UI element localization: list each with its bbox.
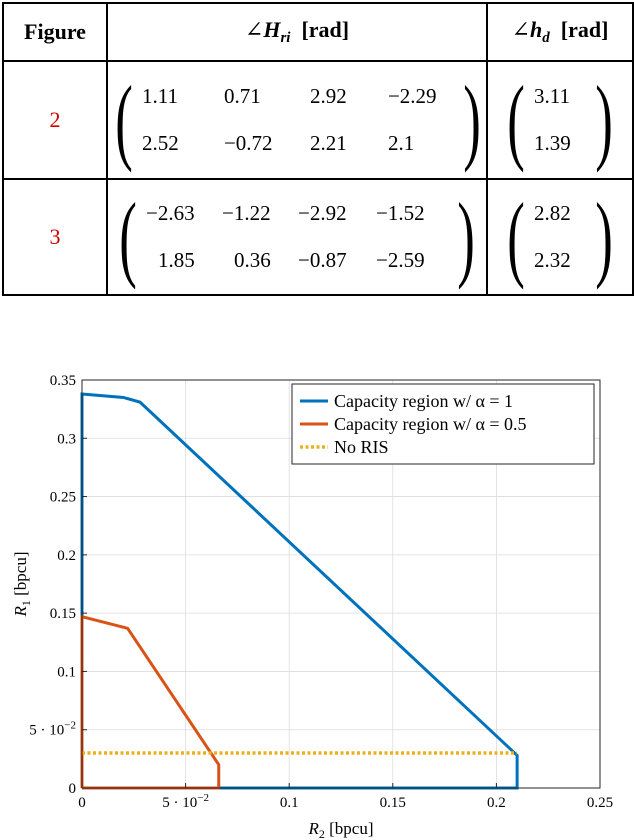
matrix-entry: 2.92 xyxy=(309,84,347,108)
y-tick-label: 0.25 xyxy=(50,490,76,506)
y-tick-label: 5 · 10−2 xyxy=(29,720,76,739)
x-tick-label: 0.25 xyxy=(587,795,613,811)
matrix-entry: 2.21 xyxy=(309,131,347,155)
vector-entry: 1.39 xyxy=(534,131,571,155)
vector-entry: 2.82 xyxy=(534,201,571,225)
h-d-vector-cell: ( 2.82 2.32 ) xyxy=(486,178,634,296)
matrix: ( −2.63 −1.22 −2.92 −1.52 1.85 0.36 −0.8… xyxy=(119,183,475,290)
header-figure: Figure xyxy=(2,2,108,62)
legend: Capacity region w/ α = 1 Capacity region … xyxy=(291,383,595,465)
matrix-entry: −2.92 xyxy=(298,201,347,225)
x-tick-label: 0.15 xyxy=(380,795,406,811)
y-tick-label: 0.3 xyxy=(57,431,76,447)
tick-labels: 0 5 · 10−2 0.1 0.15 0.2 0.25 0 5 · 10−2 0.1 0.15 0… xyxy=(29,373,613,811)
matrix-entry: −2.63 xyxy=(146,201,195,225)
h-d-unit: [rad] xyxy=(560,17,609,42)
vector-entry: 3.11 xyxy=(534,84,570,108)
y-tick-label: 0.35 xyxy=(50,373,76,389)
legend-entry: Capacity region w/ α = 0.5 xyxy=(334,414,527,434)
y-tick-label: 0 xyxy=(69,781,77,797)
h-ri-subscript: ri xyxy=(280,30,291,46)
x-tick-label: 0.2 xyxy=(487,795,506,811)
angle-symbol: ∠ xyxy=(511,17,531,42)
matrix-entry: 0.36 xyxy=(234,248,271,272)
h-ri-matrix-cell: ( −2.63 −1.22 −2.92 −1.52 1.85 0.36 −0.8… xyxy=(106,178,488,296)
header-h-d: ∠hd [rad] xyxy=(486,2,634,62)
matrix: ( 1.11 0.71 2.92 −2.29 2.52 −0.72 2.21 2… xyxy=(115,66,481,173)
h-d-subscript: d xyxy=(542,30,550,46)
x-tick-label: 0.1 xyxy=(280,795,299,811)
angle-symbol: ∠ xyxy=(244,17,264,42)
y-tick-label: 0.15 xyxy=(50,606,76,622)
legend-box xyxy=(291,383,595,465)
parameter-table: Figure ∠Hri [rad] ∠hd [rad] 2 ( 1.11 0.7… xyxy=(2,2,634,296)
h-ri-matrix-cell: ( 1.11 0.71 2.92 −2.29 2.52 −0.72 2.21 2… xyxy=(106,60,488,180)
table-header-row: Figure ∠Hri [rad] ∠hd [rad] xyxy=(2,2,634,62)
h-d-vector-cell: ( 3.11 1.39 ) xyxy=(486,60,634,180)
h-ri-unit: [rad] xyxy=(301,17,350,42)
legend-entry: No RIS xyxy=(334,437,389,457)
matrix-entry: 2.1 xyxy=(387,131,415,155)
plot-frame xyxy=(81,379,601,789)
figure-number: 2 xyxy=(2,60,108,180)
matrix-entry: −2.59 xyxy=(376,248,425,272)
table-row: 3 ( −2.63 −1.22 −2.92 −1.52 1.85 0.36 −0… xyxy=(2,178,634,296)
matrix-entry: −2.29 xyxy=(387,84,437,108)
table-row: 2 ( 1.11 0.71 2.92 −2.29 2.52 −0.72 2.21… xyxy=(2,60,634,180)
matrix-entry: −1.22 xyxy=(222,201,271,225)
x-tick-label: 5 · 10−2 xyxy=(162,792,209,811)
series-line-2 xyxy=(80,614,221,790)
y-tick-label: 0.1 xyxy=(57,664,76,680)
x-tick-label: 0 xyxy=(78,795,86,811)
matrix-entry: 1.11 xyxy=(141,84,178,108)
y-axis-label: R1 [bpcu] xyxy=(11,551,33,617)
vector: ( 2.82 2.32 ) xyxy=(507,183,613,290)
matrix-entry: 0.71 xyxy=(223,84,261,108)
h-ri-variable: H xyxy=(263,17,281,42)
vector-entry: 2.32 xyxy=(534,248,571,272)
matrix-entry: −1.52 xyxy=(376,201,425,225)
matrix-entry: 1.85 xyxy=(158,248,195,272)
h-d-variable: h xyxy=(530,17,543,42)
legend-entry: Capacity region w/ α = 1 xyxy=(334,391,513,411)
x-axis-label: R2 [bpcu] xyxy=(307,819,373,840)
matrix-entry: −0.87 xyxy=(298,248,347,272)
y-tick-label: 0.2 xyxy=(57,548,76,564)
vector: ( 3.11 1.39 ) xyxy=(507,66,613,173)
figure-number: 3 xyxy=(2,178,108,296)
matrix-entry: 2.52 xyxy=(141,131,179,155)
matrix-entry: −0.72 xyxy=(223,131,273,155)
header-h-ri: ∠Hri [rad] xyxy=(106,2,488,62)
capacity-region-chart: 0 5 · 10−2 0.1 0.15 0.2 0.25 0 5 · 10−2 0.1 0.15 0… xyxy=(11,373,613,840)
